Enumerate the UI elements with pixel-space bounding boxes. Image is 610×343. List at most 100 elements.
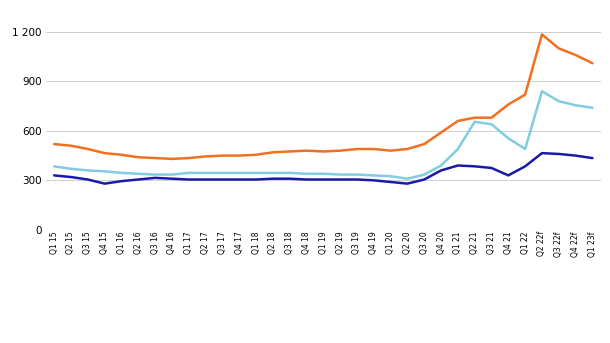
- Trigo (USc/bu): [522, 93, 529, 97]
- Maíz (USc/bu): [101, 169, 109, 173]
- Harina de soja(USD/tm): [538, 151, 545, 155]
- Maíz (USc/bu): [471, 120, 478, 124]
- Maíz (USc/bu): [555, 99, 562, 103]
- Trigo (USc/bu): [437, 130, 445, 134]
- Harina de soja(USD/tm): [51, 173, 58, 177]
- Maíz (USc/bu): [420, 173, 428, 177]
- Trigo (USc/bu): [202, 154, 209, 158]
- Trigo (USc/bu): [235, 154, 243, 158]
- Harina de soja(USD/tm): [504, 173, 512, 177]
- Harina de soja(USD/tm): [337, 177, 344, 181]
- Maíz (USc/bu): [353, 173, 361, 177]
- Harina de soja(USD/tm): [454, 164, 462, 168]
- Harina de soja(USD/tm): [488, 166, 495, 170]
- Harina de soja(USD/tm): [370, 178, 378, 182]
- Trigo (USc/bu): [555, 46, 562, 50]
- Trigo (USc/bu): [353, 147, 361, 151]
- Maíz (USc/bu): [370, 173, 378, 177]
- Trigo (USc/bu): [135, 155, 142, 159]
- Trigo (USc/bu): [420, 142, 428, 146]
- Harina de soja(USD/tm): [572, 154, 580, 158]
- Maíz (USc/bu): [337, 173, 344, 177]
- Trigo (USc/bu): [488, 116, 495, 120]
- Trigo (USc/bu): [84, 147, 92, 151]
- Trigo (USc/bu): [471, 116, 478, 120]
- Trigo (USc/bu): [219, 154, 226, 158]
- Trigo (USc/bu): [337, 149, 344, 153]
- Maíz (USc/bu): [303, 172, 310, 176]
- Maíz (USc/bu): [572, 103, 580, 107]
- Harina de soja(USD/tm): [286, 177, 293, 181]
- Harina de soja(USD/tm): [269, 177, 276, 181]
- Harina de soja(USD/tm): [67, 175, 74, 179]
- Trigo (USc/bu): [168, 157, 176, 161]
- Maíz (USc/bu): [454, 147, 462, 151]
- Maíz (USc/bu): [51, 164, 58, 168]
- Harina de soja(USD/tm): [387, 180, 394, 184]
- Harina de soja(USD/tm): [84, 177, 92, 181]
- Harina de soja(USD/tm): [151, 176, 159, 180]
- Trigo (USc/bu): [454, 119, 462, 123]
- Maíz (USc/bu): [235, 171, 243, 175]
- Trigo (USc/bu): [118, 153, 125, 157]
- Maíz (USc/bu): [84, 168, 92, 173]
- Maíz (USc/bu): [118, 171, 125, 175]
- Maíz (USc/bu): [269, 171, 276, 175]
- Maíz (USc/bu): [185, 171, 192, 175]
- Trigo (USc/bu): [303, 149, 310, 153]
- Harina de soja(USD/tm): [320, 177, 327, 181]
- Trigo (USc/bu): [67, 144, 74, 148]
- Maíz (USc/bu): [151, 173, 159, 177]
- Maíz (USc/bu): [67, 167, 74, 171]
- Harina de soja(USD/tm): [404, 181, 411, 186]
- Line: Trigo (USc/bu): Trigo (USc/bu): [54, 34, 592, 159]
- Maíz (USc/bu): [202, 171, 209, 175]
- Maíz (USc/bu): [538, 89, 545, 93]
- Harina de soja(USD/tm): [101, 181, 109, 186]
- Maíz (USc/bu): [488, 122, 495, 126]
- Maíz (USc/bu): [135, 172, 142, 176]
- Trigo (USc/bu): [404, 147, 411, 151]
- Maíz (USc/bu): [437, 164, 445, 168]
- Maíz (USc/bu): [320, 172, 327, 176]
- Maíz (USc/bu): [387, 174, 394, 178]
- Harina de soja(USD/tm): [135, 177, 142, 181]
- Maíz (USc/bu): [404, 177, 411, 181]
- Trigo (USc/bu): [185, 156, 192, 160]
- Trigo (USc/bu): [538, 32, 545, 36]
- Harina de soja(USD/tm): [202, 177, 209, 181]
- Harina de soja(USD/tm): [589, 156, 596, 160]
- Trigo (USc/bu): [370, 147, 378, 151]
- Trigo (USc/bu): [269, 150, 276, 154]
- Harina de soja(USD/tm): [555, 152, 562, 156]
- Trigo (USc/bu): [320, 150, 327, 154]
- Harina de soja(USD/tm): [303, 177, 310, 181]
- Trigo (USc/bu): [589, 61, 596, 65]
- Trigo (USc/bu): [51, 142, 58, 146]
- Harina de soja(USD/tm): [420, 177, 428, 181]
- Trigo (USc/bu): [387, 149, 394, 153]
- Harina de soja(USD/tm): [437, 168, 445, 173]
- Harina de soja(USD/tm): [522, 164, 529, 168]
- Harina de soja(USD/tm): [353, 177, 361, 181]
- Trigo (USc/bu): [286, 150, 293, 154]
- Maíz (USc/bu): [168, 173, 176, 177]
- Maíz (USc/bu): [522, 147, 529, 151]
- Trigo (USc/bu): [101, 151, 109, 155]
- Harina de soja(USD/tm): [168, 177, 176, 181]
- Maíz (USc/bu): [286, 171, 293, 175]
- Maíz (USc/bu): [219, 171, 226, 175]
- Harina de soja(USD/tm): [471, 164, 478, 168]
- Trigo (USc/bu): [504, 103, 512, 107]
- Harina de soja(USD/tm): [185, 177, 192, 181]
- Harina de soja(USD/tm): [235, 177, 243, 181]
- Harina de soja(USD/tm): [118, 179, 125, 183]
- Maíz (USc/bu): [589, 106, 596, 110]
- Line: Maíz (USc/bu): Maíz (USc/bu): [54, 91, 592, 179]
- Trigo (USc/bu): [151, 156, 159, 160]
- Harina de soja(USD/tm): [219, 177, 226, 181]
- Line: Harina de soja(USD/tm): Harina de soja(USD/tm): [54, 153, 592, 184]
- Maíz (USc/bu): [253, 171, 260, 175]
- Harina de soja(USD/tm): [253, 177, 260, 181]
- Trigo (USc/bu): [572, 53, 580, 57]
